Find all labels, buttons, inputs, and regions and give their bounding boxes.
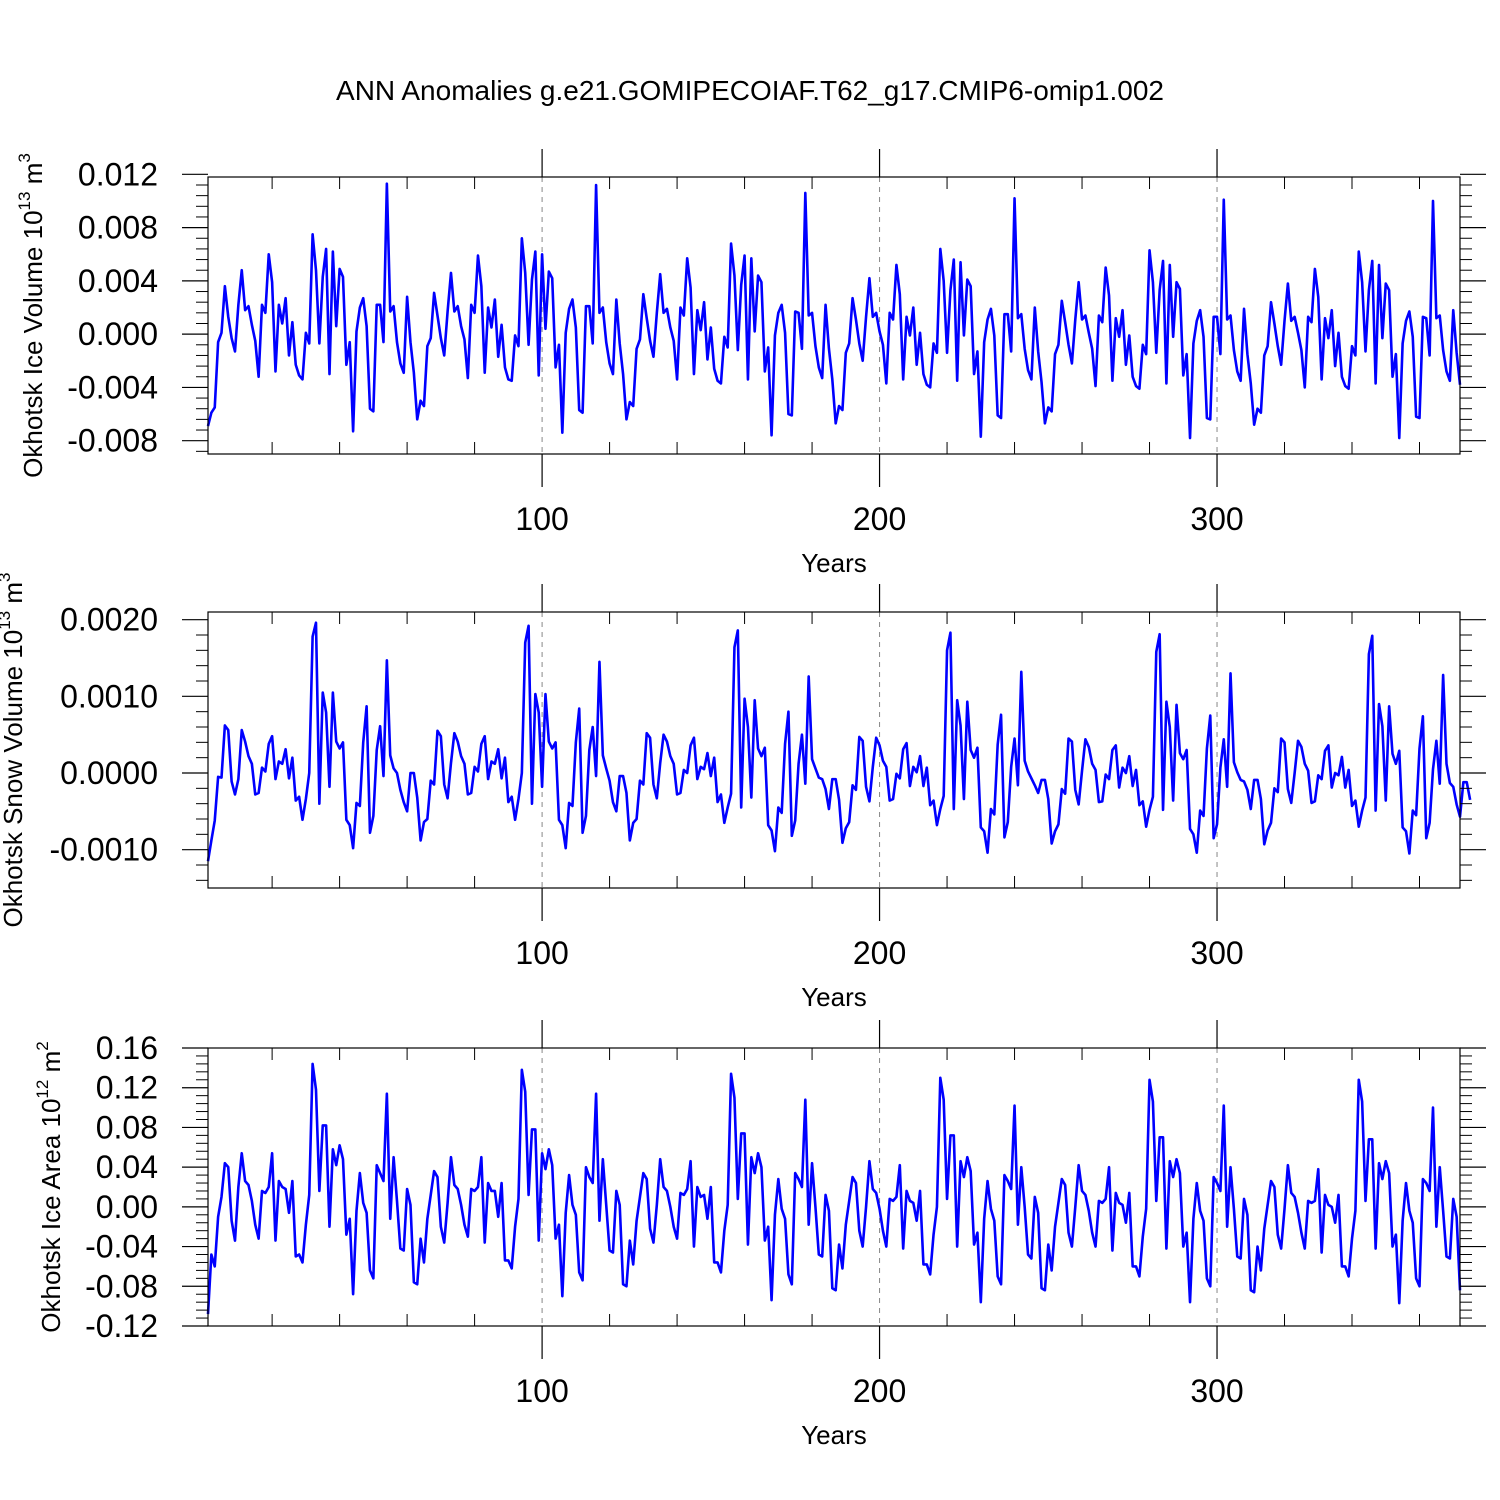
y-tick-label: -0.04 [85,1229,158,1265]
x-axis-label: Years [801,548,867,578]
y-tick-label: 0.04 [96,1149,158,1185]
y-axis-label: Okhotsk Snow Volume 1013 m3 [0,573,28,928]
y-tick-label: 0.004 [78,263,158,299]
y-tick-label: -0.12 [85,1308,158,1344]
series-line [206,182,1462,440]
x-tick-label: 300 [1190,501,1243,537]
y-tick-label: -0.08 [85,1268,158,1304]
panel-ice-volume: 100 200 300 Years -0.008 -0.004 0.000 0.004 0.00… [15,149,1486,578]
x-tick-label: 100 [515,935,568,971]
x-tick-label: 300 [1190,1373,1243,1409]
plot-frame [207,611,1461,889]
y-tick-label: -0.0010 [49,832,158,868]
y-tick-label: 0.008 [78,210,158,246]
y-tick-label: -0.008 [67,423,158,459]
figure-title: ANN Anomalies g.e21.GOMIPECOIAF.T62_g17.… [336,75,1164,106]
x-tick-label: 300 [1190,935,1243,971]
y-axis-label: Okhotsk Ice Area 1012 m2 [33,1041,66,1332]
y-tick-label: 0.0000 [60,755,158,791]
y-tick-label: 0.00 [96,1189,158,1225]
y-tick-label: 0.012 [78,156,158,192]
plot-frame [207,176,1461,455]
y-tick-label: 0.0020 [60,602,158,638]
plot-frame [207,1047,1461,1327]
y-tick-label: 0.12 [96,1070,158,1106]
series-line [206,1062,1462,1315]
x-axis-label: Years [801,982,867,1012]
x-tick-label: 100 [515,501,568,537]
series-line [206,621,1472,862]
x-tick-label: 200 [853,935,906,971]
panel-snow-volume: 100 200 300 Years -0.0010 0.0000 0.0010 0.0020 O… [0,573,1486,1012]
y-tick-label: 0.0010 [60,678,158,714]
y-tick-label: 0.000 [78,316,158,352]
x-axis-label: Years [801,1420,867,1450]
x-tick-label: 200 [853,501,906,537]
panel-ice-area: 100 200 300 Years -0.12 -0.08-0.04 0.00 0.04 0.0… [33,1020,1486,1450]
y-tick-label: 0.08 [96,1109,158,1145]
x-tick-label: 100 [515,1373,568,1409]
y-axis-label: Okhotsk Ice Volume 1013 m3 [15,153,48,478]
y-tick-label: 0.16 [96,1030,158,1066]
y-tick-label: -0.004 [67,369,158,405]
x-tick-label: 200 [853,1373,906,1409]
